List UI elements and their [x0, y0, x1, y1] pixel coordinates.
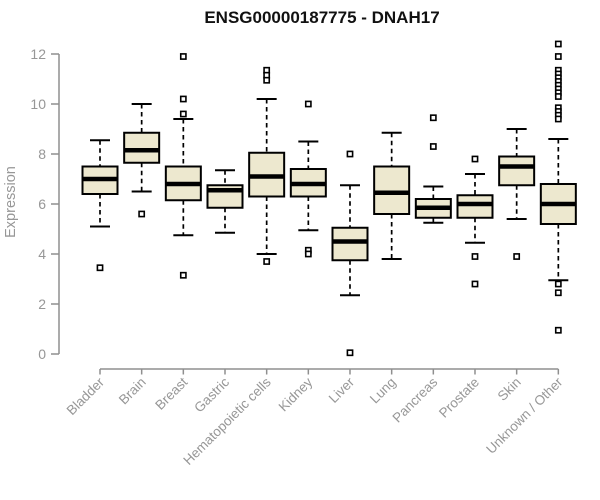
boxplot-liver: [331, 150, 369, 357]
outlier-point: [179, 110, 187, 118]
boxplot-hematopoietic-cells: [248, 66, 286, 265]
outlier-point: [554, 40, 562, 48]
outlier-point: [346, 150, 354, 158]
y-tick-label: 4: [38, 246, 46, 262]
outlier-point: [554, 289, 562, 297]
outlier-point: [138, 210, 146, 218]
outlier-point: [304, 250, 312, 258]
x-tick-label-bladder: Bladder: [64, 374, 108, 418]
boxplot-lung: [373, 131, 411, 260]
outlier-point: [179, 271, 187, 279]
outlier-point: [263, 258, 271, 265]
outlier-point: [346, 349, 354, 357]
outlier-point: [179, 53, 187, 60]
boxplot-skin: [498, 128, 536, 260]
boxplot-bladder: [81, 139, 119, 272]
boxplot-brain: [123, 103, 161, 218]
x-tick-label-lung: Lung: [367, 375, 399, 407]
y-axis-title: Expression: [3, 166, 19, 238]
iqr-box: [373, 165, 411, 215]
y-tick-label: 2: [38, 296, 46, 312]
x-tick-label-pancreas: Pancreas: [390, 374, 441, 425]
y-tick-label: 10: [30, 96, 46, 112]
outlier-point: [554, 53, 562, 60]
box-series: [81, 40, 577, 357]
outlier-point: [179, 95, 187, 103]
x-tick-label-prostate: Prostate: [436, 375, 482, 421]
outlier-point: [263, 76, 271, 84]
outlier-point: [96, 264, 104, 272]
outlier-point: [554, 326, 562, 334]
y-tick-label: 0: [38, 346, 46, 362]
outlier-point: [554, 280, 562, 288]
x-tick-label-kidney: Kidney: [276, 374, 316, 414]
x-tick-label-brain: Brain: [116, 375, 149, 408]
outlier-point: [304, 100, 312, 108]
x-tick-label-skin: Skin: [495, 375, 524, 404]
boxplot-unknown-other: [539, 40, 577, 334]
x-tick-label-breast: Breast: [152, 374, 190, 412]
x-tick-label-gastric: Gastric: [191, 374, 232, 415]
boxplot-breast: [164, 53, 202, 279]
y-tick-label: 8: [38, 146, 46, 162]
outlier-point: [513, 253, 521, 260]
boxplot-prostate: [456, 155, 494, 288]
iqr-box: [498, 155, 536, 187]
x-tick-label-liver: Liver: [326, 374, 358, 406]
x-tick-label-unknown-other: Unknown / Other: [483, 374, 566, 457]
outlier-point: [554, 93, 562, 100]
boxplot-pancreas: [414, 114, 452, 224]
chart-title: ENSG00000187775 - DNAH17: [204, 8, 439, 27]
outlier-point: [554, 115, 562, 123]
outlier-point: [429, 114, 437, 122]
boxplot-kidney: [289, 100, 327, 258]
outlier-point: [471, 280, 479, 288]
iqr-box: [123, 131, 161, 164]
iqr-box: [331, 226, 369, 262]
iqr-box: [456, 194, 494, 219]
y-tick-label: 12: [30, 46, 46, 62]
outlier-point: [429, 143, 437, 150]
y-tick-label: 6: [38, 196, 46, 212]
outlier-point: [471, 155, 479, 163]
boxplot-gastric: [206, 169, 244, 234]
outlier-point: [471, 253, 479, 260]
